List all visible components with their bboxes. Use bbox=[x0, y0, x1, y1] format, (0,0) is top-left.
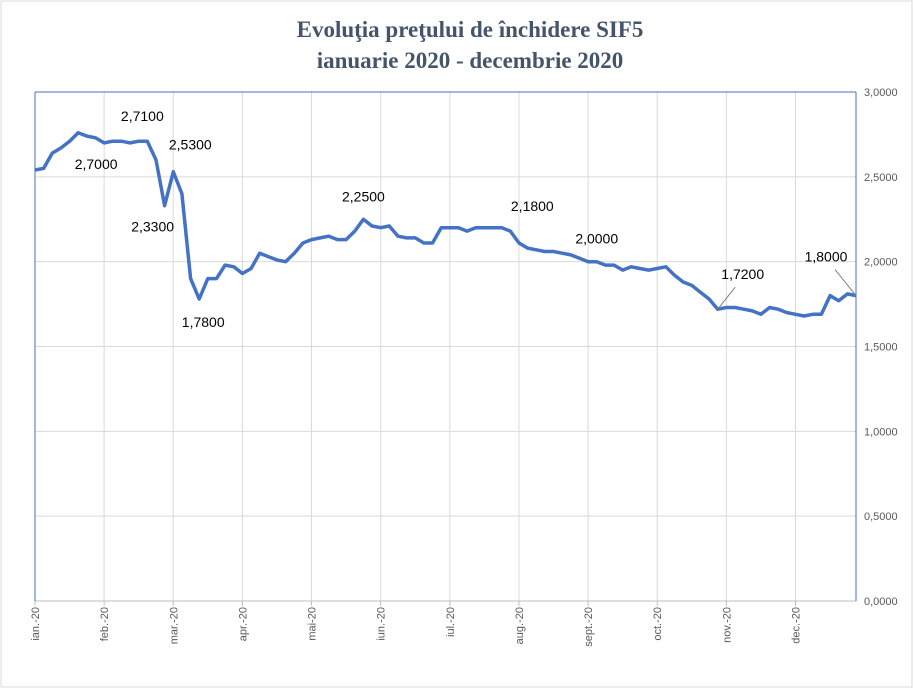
leader-line bbox=[834, 269, 857, 296]
y-tick-label: 0,5000 bbox=[864, 511, 898, 523]
x-tick-label: dec.-20 bbox=[791, 607, 803, 644]
data-label: 1,7200 bbox=[721, 266, 764, 282]
data-label: 2,1800 bbox=[511, 198, 554, 214]
y-tick-label: 2,5000 bbox=[864, 172, 898, 184]
data-label: 1,8000 bbox=[805, 249, 848, 265]
leader-line bbox=[717, 286, 736, 310]
data-label: 2,5300 bbox=[169, 137, 212, 153]
x-tick-label: apr.-20 bbox=[237, 607, 249, 641]
data-label: 2,3300 bbox=[131, 219, 174, 235]
x-tick-label: ian.-20 bbox=[30, 607, 42, 641]
x-tick-label: sept.-20 bbox=[583, 607, 595, 647]
data-label: 2,7000 bbox=[75, 156, 118, 172]
x-tick-label: nov.-20 bbox=[721, 607, 733, 643]
chart-title: Evoluţia preţului de închidere SIF5 bbox=[297, 17, 644, 42]
x-tick-label: iul.-20 bbox=[445, 607, 457, 637]
line-series bbox=[34, 130, 857, 318]
data-label: 2,0000 bbox=[575, 231, 618, 247]
data-label: 2,2500 bbox=[342, 188, 385, 204]
y-tick-label: 3,0000 bbox=[864, 87, 898, 99]
data-label: 2,7100 bbox=[121, 108, 164, 124]
y-tick-label: 0,0000 bbox=[864, 596, 898, 608]
y-tick-label: 2,0000 bbox=[864, 257, 898, 269]
x-tick-label: mar.-20 bbox=[168, 607, 180, 644]
x-tick-label: iun.-20 bbox=[376, 607, 388, 641]
x-tick-label: feb.-20 bbox=[99, 607, 111, 641]
y-tick-label: 1,5000 bbox=[864, 342, 898, 354]
x-tick-label: mai-20 bbox=[307, 607, 319, 641]
data-label: 1,7800 bbox=[182, 314, 225, 330]
x-tick-label: aug.-20 bbox=[514, 607, 526, 644]
chart-subtitle: ianuarie 2020 - decembrie 2020 bbox=[317, 48, 624, 73]
y-tick-label: 1,0000 bbox=[864, 426, 898, 438]
x-tick-label: oct.-20 bbox=[652, 607, 664, 641]
